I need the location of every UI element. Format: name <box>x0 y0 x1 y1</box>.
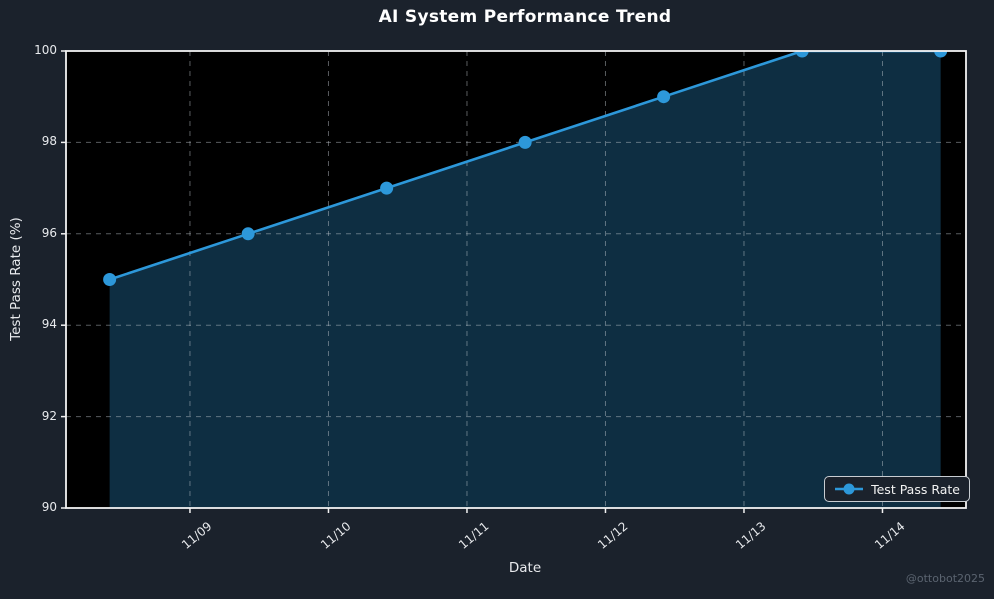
area-fill <box>109 51 941 508</box>
plot-area <box>66 51 966 508</box>
data-point-marker <box>934 51 948 58</box>
data-point-marker <box>518 135 532 149</box>
y-tick-label: 94 <box>41 317 57 332</box>
legend-marker-icon <box>835 483 864 495</box>
y-tick-label: 96 <box>41 225 57 240</box>
chart-title: AI System Performance Trend <box>378 7 672 27</box>
data-point-marker <box>380 181 394 195</box>
legend: Test Pass Rate <box>824 476 970 502</box>
axes-spines <box>65 50 967 509</box>
data-point-marker <box>795 51 809 58</box>
y-tick-label: 98 <box>41 134 57 149</box>
y-tick-label: 90 <box>41 500 57 514</box>
data-point-marker <box>103 273 117 286</box>
y-tick-label: 92 <box>41 408 57 423</box>
legend-label: Test Pass Rate <box>871 481 960 497</box>
data-point-marker <box>657 90 671 104</box>
x-axis-label: Date <box>508 560 542 576</box>
watermark: @ottobot2025 <box>905 572 985 585</box>
y-tick-label: 100 <box>34 43 57 57</box>
data-point-marker <box>241 227 255 241</box>
